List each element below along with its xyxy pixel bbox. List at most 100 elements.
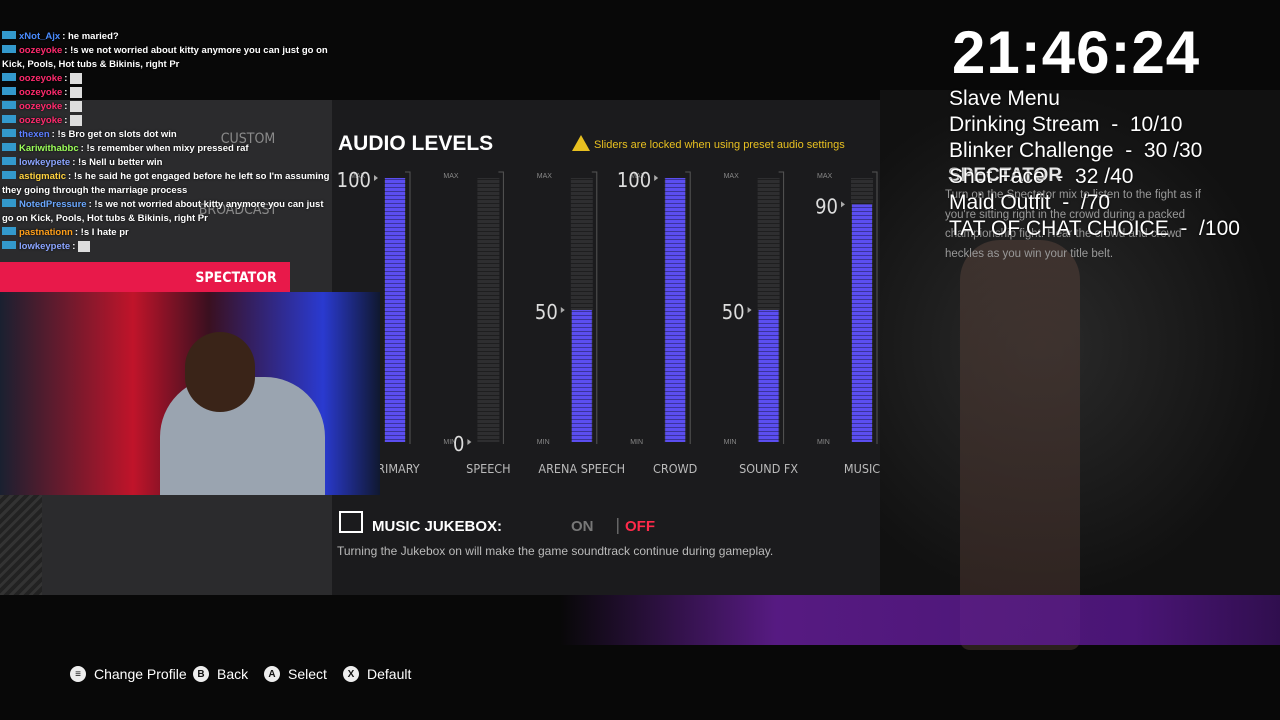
preset-highlight [0, 262, 290, 292]
slider-bracket [591, 171, 598, 444]
audio-title: AUDIO LEVELS [338, 132, 493, 155]
fighter-area [880, 90, 1280, 600]
chat-badge [2, 129, 16, 137]
chat-user: thexen [19, 129, 50, 140]
chat-line: lowkeypete: !s Nell u better win [2, 156, 330, 170]
chat-colon: : [64, 45, 71, 56]
control: X Default [343, 666, 411, 682]
slider-pointer [467, 439, 472, 445]
menu-item: Blinker Challenge - 30 /30 [949, 139, 1203, 162]
chat-message: !s we not worried about kitty anymore yo… [2, 45, 328, 70]
slider-label: PRIMARY [370, 461, 419, 476]
scale-max: MAX [630, 173, 646, 180]
slider-value: 90 [815, 194, 838, 218]
slider-value: 50 [535, 300, 558, 324]
chat-badge [2, 143, 16, 151]
chat-message: !s I hate pr [80, 227, 129, 238]
chat-line: pastnationn: !s I hate pr [2, 226, 330, 240]
slider-fill-stripes [571, 310, 592, 442]
chat-colon: : [80, 143, 87, 154]
menu-item: Shot Face - 32 /40 [949, 165, 1134, 188]
chat-message: !s Bro get on slots dot win [57, 129, 177, 140]
chat-user: lowkeypete [19, 157, 71, 168]
jukebox-option[interactable]: OFF [625, 518, 655, 535]
warning-icon [572, 135, 590, 151]
slider-label: ARENA SPEECH [538, 461, 625, 476]
chat-user: oozeyoke [19, 73, 63, 84]
chat-emote [70, 114, 83, 126]
jukebox-option[interactable]: ON [571, 518, 594, 535]
chat-line: xNot_Ajx: he maried? [2, 30, 330, 44]
button-icon: A [264, 666, 280, 682]
chat-user: oozeyoke [19, 87, 63, 98]
stripes [0, 495, 42, 595]
chat-badge [2, 115, 16, 123]
chat-colon: : [88, 199, 95, 210]
button-icon: X [343, 666, 359, 682]
chat-colon: : [64, 101, 71, 112]
slider-value: 100 [617, 168, 651, 192]
description-title: SPECTATOR [948, 165, 1063, 186]
jukebox-title: MUSIC JUKEBOX: [372, 518, 502, 535]
chat-message: !s we not worried about kitty anymore yo… [2, 199, 324, 224]
chat-line: oozeyoke: !s we not worried about kitty … [2, 44, 330, 72]
chat-line: thexen: !s Bro get on slots dot win [2, 128, 330, 142]
scale-max: MAX [537, 173, 553, 180]
control: B Back [193, 666, 248, 682]
chat-badge [2, 101, 16, 109]
chat-emote [70, 100, 83, 112]
menu-item: Maid Outfit - /70 [949, 191, 1111, 214]
chat-message: !s he said he got engaged before he left… [2, 171, 330, 196]
audio-panel [332, 100, 880, 595]
chat-emote [78, 240, 91, 252]
chat-user: astigmatic [19, 171, 66, 182]
slider-track-stripes [477, 178, 500, 442]
scale-min: MIN [443, 439, 456, 446]
slider-pointer [560, 307, 565, 313]
slider-pointer [747, 307, 752, 313]
scale-max: MAX [724, 173, 740, 180]
slider-fill-stripes [852, 204, 872, 442]
slider-label: MUSIC [844, 461, 880, 476]
slider-value: 0 [453, 432, 464, 456]
jukebox-description: Turning the Jukebox on will make the gam… [337, 544, 773, 558]
menu-item: TAT OF CHAT CHOICE - /100 [949, 217, 1240, 240]
slider-bracket [685, 171, 691, 444]
chat-colon: : [51, 129, 58, 140]
slider-label: SPEECH [466, 461, 510, 476]
slider-bracket [872, 171, 878, 444]
chat-badge [2, 87, 16, 95]
control: A Select [264, 666, 327, 682]
chat-colon: : [72, 241, 79, 252]
chat-user: xNot_Ajx [19, 31, 61, 42]
preset-description: Turn on the Spectator mix to listen to t… [945, 189, 1201, 260]
chat: xNot_Ajx: he maried? oozeyoke: !s we not … [2, 30, 330, 254]
chat-user: oozeyoke [19, 101, 63, 112]
divider [617, 518, 619, 534]
chat-line: oozeyoke: [2, 100, 330, 114]
chat-message: !s Nell u better win [78, 157, 163, 168]
scale-min: MIN [630, 439, 643, 446]
slider-label: CROWD [653, 461, 697, 476]
chat-line: NotedPressure: !s we not worried about k… [2, 198, 330, 226]
chat-user: lowkeypete [19, 241, 71, 252]
slider-label: SOUND FX [739, 461, 798, 476]
chat-emote [70, 86, 83, 98]
button-icon: B [193, 666, 209, 682]
chat-colon: : [64, 115, 71, 126]
control-label: Default [367, 666, 412, 682]
chat-colon: : [68, 171, 74, 182]
slider-bracket [405, 171, 411, 444]
preset[interactable]: CUSTOM [220, 131, 276, 147]
slider-fill-stripes [385, 178, 405, 442]
preset[interactable]: SPECTATOR [195, 270, 277, 286]
chat-badge [2, 45, 16, 53]
chat-user: oozeyoke [19, 115, 63, 126]
slider-pointer [654, 175, 659, 181]
chat-line: oozeyoke: [2, 86, 330, 100]
scale-min: MIN [537, 439, 550, 446]
preset[interactable]: BROADCAST [198, 202, 278, 218]
scale-min: MIN [724, 439, 737, 446]
